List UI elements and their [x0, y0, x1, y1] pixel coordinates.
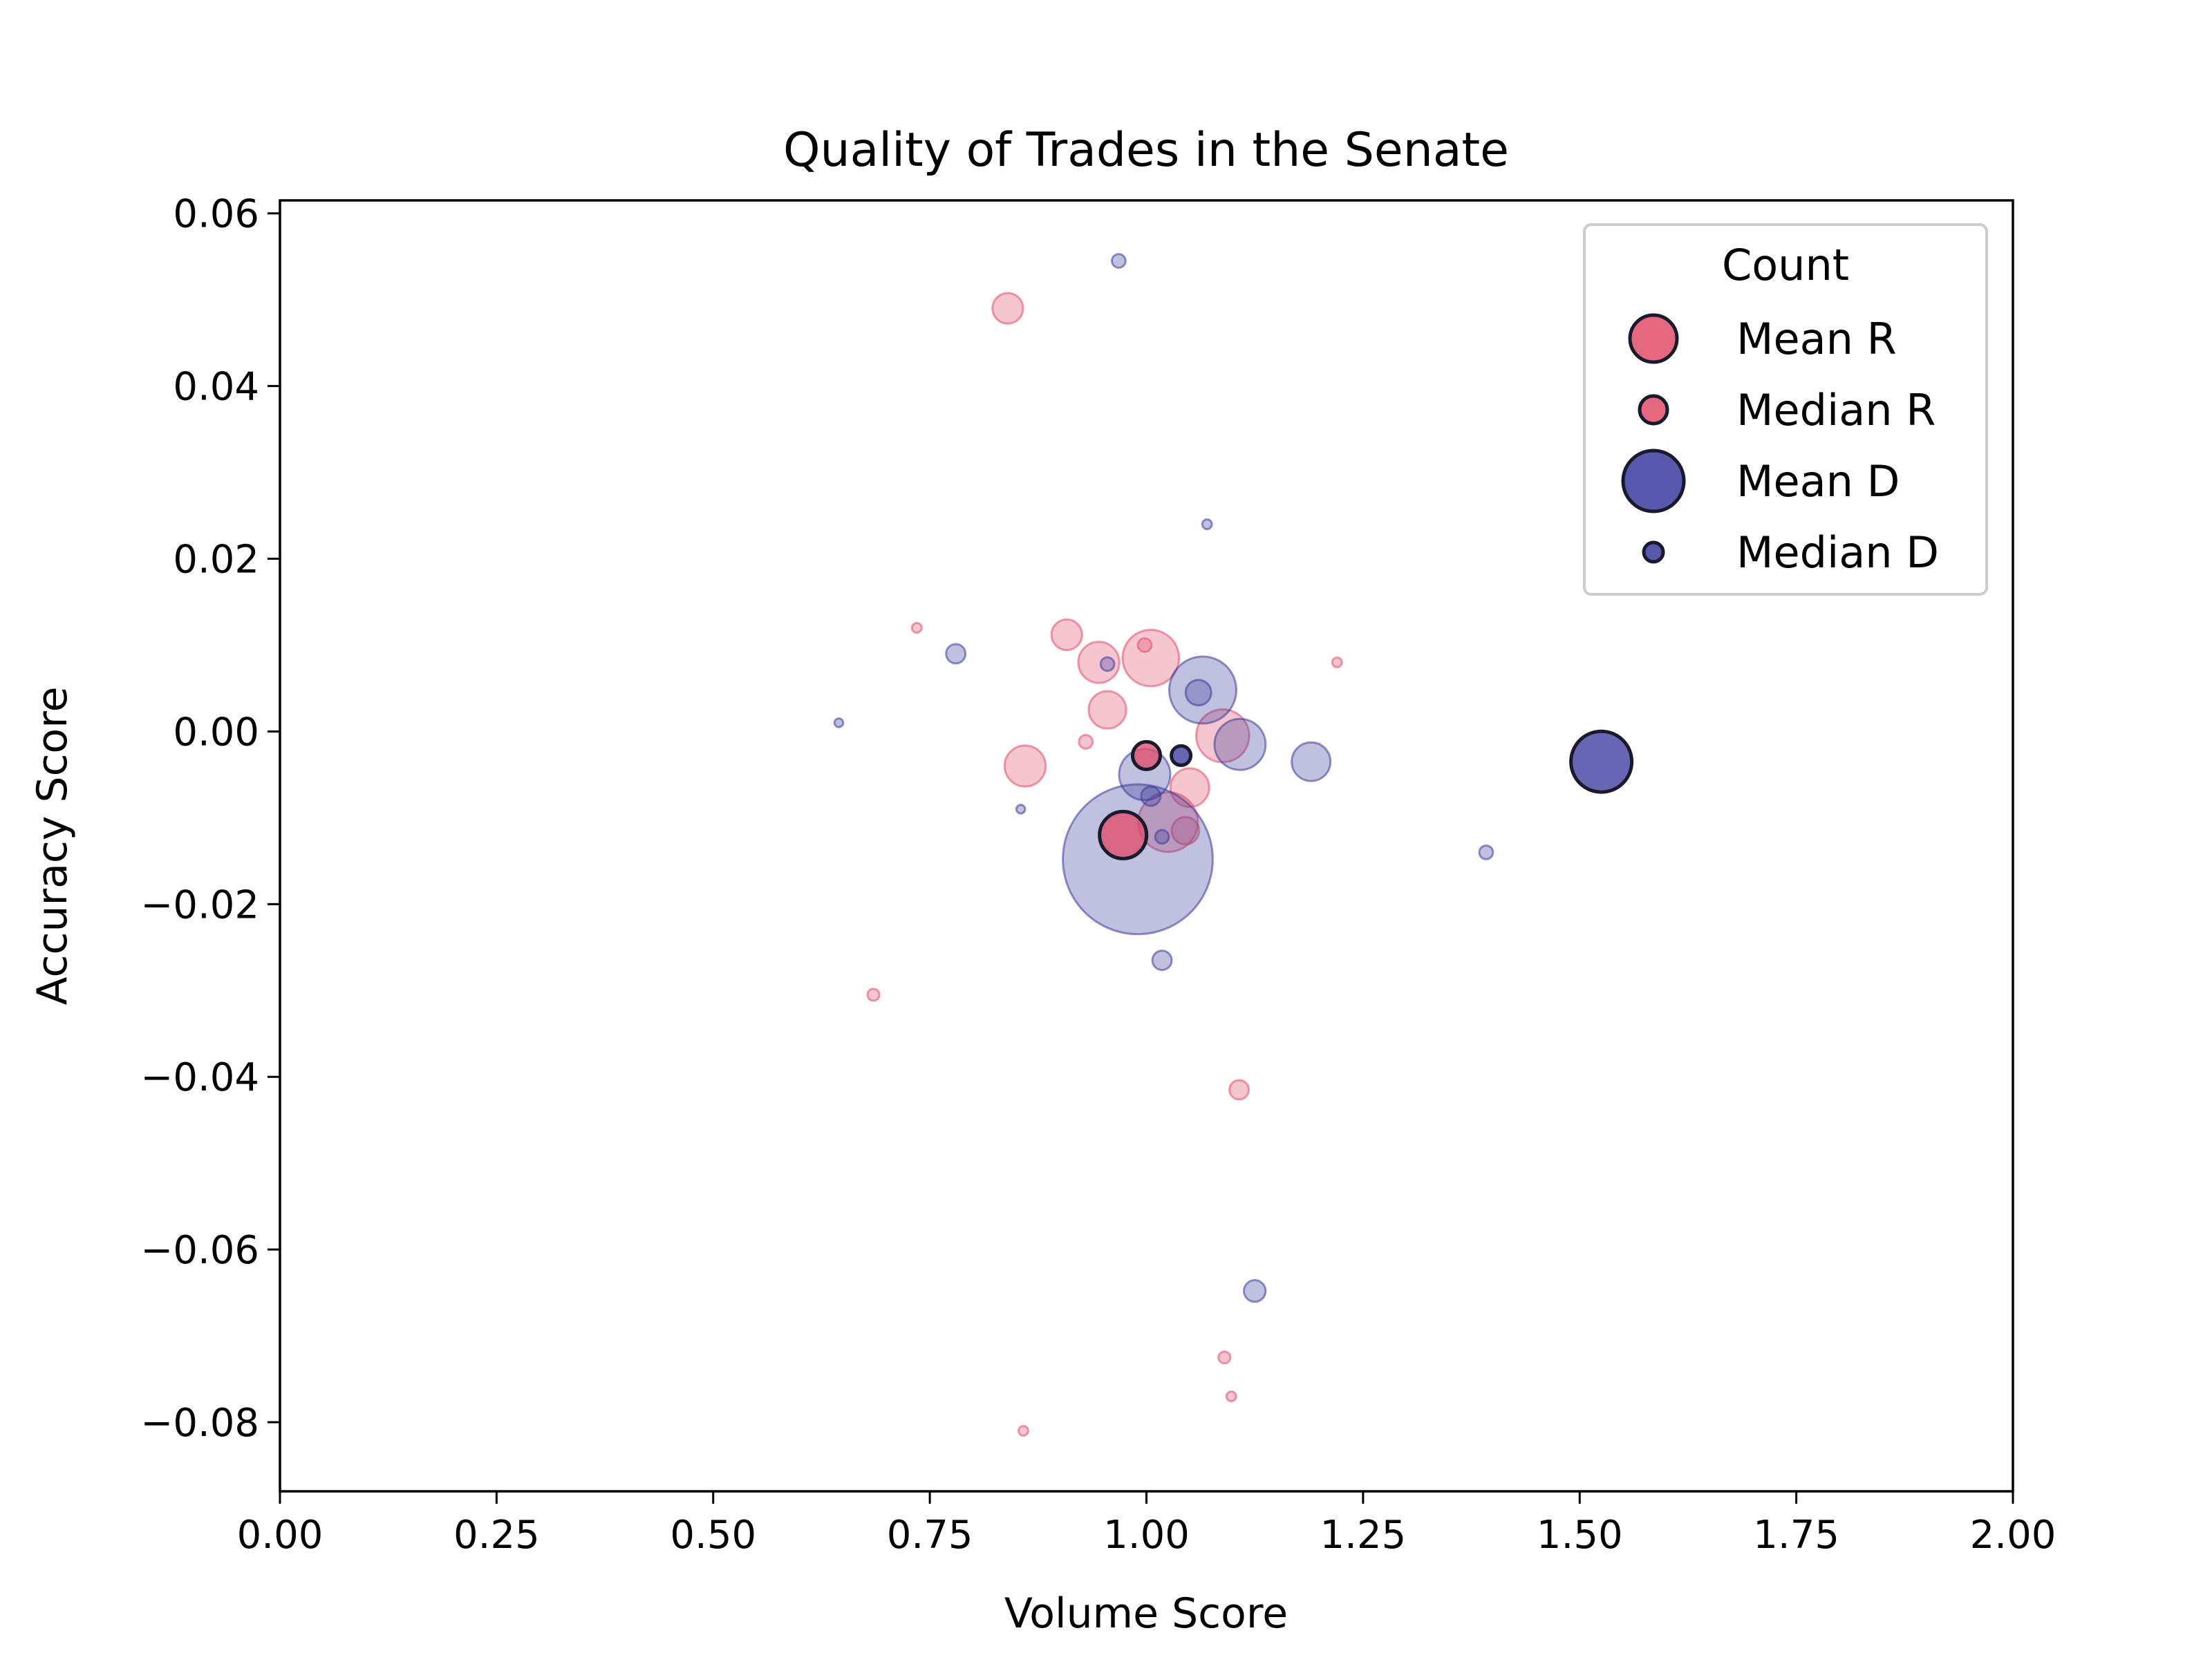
point-d-3: [1099, 656, 1116, 672]
point-r-1: [910, 622, 923, 634]
legend-label: Mean D: [1736, 456, 1900, 507]
point-d-11: [1015, 804, 1027, 815]
x-tick-label: 2.00: [1970, 1513, 2056, 1558]
x-tick-label: 1.75: [1753, 1513, 1839, 1558]
point-r-3: [1077, 641, 1121, 684]
legend-marker-mean-d: [1621, 448, 1686, 513]
legend-label: Median D: [1736, 527, 1939, 578]
y-tick-label: 0.02: [173, 538, 259, 583]
legend-label: Mean R: [1736, 314, 1897, 364]
y-tick-label: −0.02: [140, 882, 259, 927]
point-d-15: [1478, 844, 1494, 860]
summary-point-mean-d: [1569, 729, 1634, 794]
legend-label: Median R: [1736, 385, 1936, 435]
chart-title: Quality of Trades in the Senate: [783, 123, 1509, 178]
y-tick-label: −0.08: [140, 1401, 259, 1446]
summary-point-median-d: [1170, 744, 1193, 767]
point-r-6: [1087, 690, 1127, 730]
point-d-8: [833, 717, 845, 728]
y-tick-label: 0.04: [173, 365, 259, 410]
x-axis-title: Volume Score: [1004, 1589, 1288, 1638]
point-d-2: [945, 643, 967, 665]
legend: Count Mean R Median R Mean D Median D: [1583, 223, 1988, 596]
summary-point-mean-r: [1098, 809, 1149, 860]
point-r-0: [991, 292, 1024, 325]
x-tick-label: 0.50: [670, 1513, 756, 1558]
point-r-11: [1170, 815, 1201, 846]
point-r-5: [1136, 637, 1153, 653]
x-tick-label: 1.25: [1320, 1513, 1407, 1558]
x-tick-label: 0.25: [453, 1513, 540, 1558]
point-r-8: [1003, 744, 1047, 788]
point-r-17: [1225, 1390, 1237, 1403]
point-r-16: [1217, 1350, 1232, 1365]
point-d-0: [1111, 253, 1127, 269]
point-r-13: [1331, 657, 1343, 668]
point-d-1: [1201, 518, 1213, 531]
point-d-5: [1184, 679, 1212, 707]
point-r-2: [1050, 618, 1083, 652]
y-tick-label: 0.06: [173, 192, 259, 237]
legend-marker-median-d: [1642, 540, 1665, 564]
y-tick-label: −0.06: [140, 1228, 259, 1273]
legend-marker-mean-r: [1628, 313, 1679, 364]
x-tick-label: 1.00: [1103, 1513, 1190, 1558]
y-axis-title: Accuracy Score: [28, 686, 77, 1005]
y-tick-label: −0.04: [140, 1055, 259, 1100]
point-d-10: [1140, 785, 1162, 807]
y-tick-label: 0.00: [173, 710, 259, 755]
point-d-7: [1291, 741, 1332, 782]
point-d-6: [1213, 717, 1267, 771]
x-tick-label: 0.75: [887, 1513, 973, 1558]
legend-title: Count: [1722, 240, 1849, 290]
point-d-14: [1151, 950, 1173, 972]
summary-point-median-r: [1131, 739, 1162, 771]
point-d-4: [1168, 655, 1237, 725]
point-d-13: [1062, 783, 1214, 936]
point-r-4: [1121, 628, 1181, 688]
x-tick-label: 0.00: [237, 1513, 324, 1558]
point-r-7: [1078, 734, 1094, 750]
legend-box: [1583, 223, 1988, 596]
point-r-18: [1018, 1425, 1029, 1437]
point-r-14: [866, 988, 881, 1002]
point-d-16: [1243, 1278, 1267, 1303]
legend-marker-median-r: [1638, 394, 1669, 426]
point-r-15: [1228, 1079, 1250, 1101]
x-tick-label: 1.50: [1537, 1513, 1623, 1558]
point-d-12: [1154, 829, 1170, 845]
